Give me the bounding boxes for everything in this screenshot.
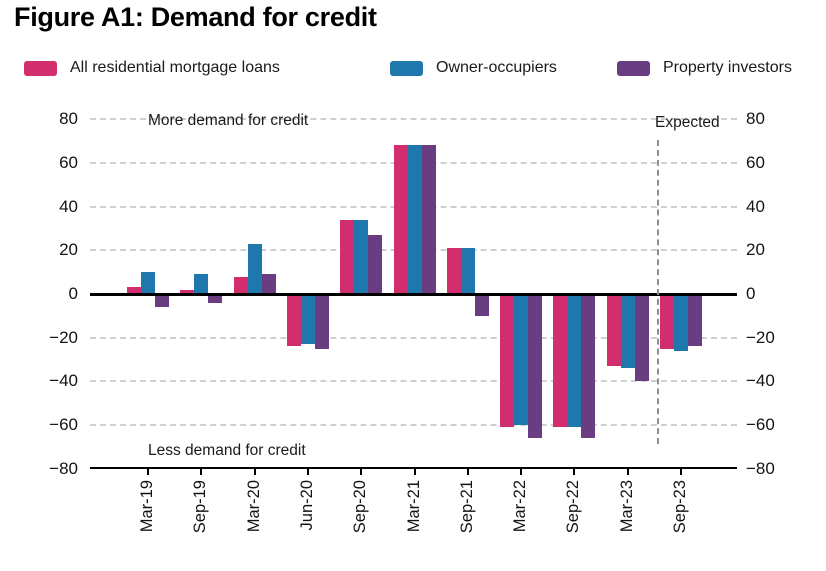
y-axis-label-right--60: −60 — [746, 415, 775, 435]
bar-mar-23-all-residential-mortgage-loans — [606, 294, 621, 367]
x-tick-sep-23 — [680, 469, 682, 475]
x-tick-jun-20 — [306, 469, 309, 475]
bar-sep-21-owner-occupiers — [460, 248, 475, 294]
bar-mar-20-property-investors — [261, 274, 276, 294]
bar-sep-19-all-residential-mortgage-loans — [180, 289, 195, 294]
legend-item-all-residential-mortgage-loans: All residential mortgage loans — [24, 59, 280, 77]
y-axis-label-left--40: −40 — [49, 371, 78, 391]
annotation-expected: Expected — [655, 114, 720, 131]
bar-mar-19-all-residential-mortgage-loans — [127, 287, 141, 294]
y-axis-label-right-80: 80 — [746, 109, 765, 129]
y-axis-label-right--80: −80 — [746, 458, 775, 478]
x-tick-sep-21 — [466, 469, 469, 475]
x-axis-label-sep-22: Sep-22 — [564, 480, 583, 534]
bar-mar-20-owner-occupiers — [247, 243, 262, 294]
zero-line — [90, 293, 737, 296]
x-axis-label-mar-21: Mar-21 — [404, 480, 423, 533]
expected-divider-line — [657, 140, 659, 444]
bar-mar-21-property-investors — [421, 145, 436, 294]
y-axis-label-right-60: 60 — [746, 152, 765, 172]
legend-swatch-all-residential-mortgage-loans — [24, 60, 57, 76]
x-axis-line — [90, 467, 737, 469]
x-axis-label-mar-20: Mar-20 — [244, 480, 263, 533]
x-tick-mar-22 — [520, 469, 523, 475]
x-axis-label-jun-20: Jun-20 — [297, 480, 316, 531]
legend-swatch-owner-occupiers — [390, 60, 423, 76]
bar-sep-22-property-investors — [581, 294, 596, 439]
bar-jun-20-owner-occupiers — [300, 294, 315, 345]
y-axis-label-right-0: 0 — [746, 284, 756, 303]
x-tick-mar-23 — [626, 469, 629, 475]
legend-label: Owner-occupiers — [436, 59, 557, 76]
bar-mar-22-all-residential-mortgage-loans — [500, 294, 515, 428]
x-tick-sep-22 — [573, 469, 576, 475]
gridline--40 — [90, 380, 737, 383]
y-axis-label-left--60: −60 — [49, 415, 78, 435]
bar-jun-20-property-investors — [314, 294, 329, 349]
x-axis-label-mar-19: Mar-19 — [138, 480, 156, 533]
bar-mar-23-property-investors — [634, 294, 649, 382]
y-axis-label-left-20: 20 — [59, 240, 78, 260]
y-axis-label-left-80: 80 — [59, 109, 78, 129]
y-axis-label-left-40: 40 — [59, 196, 78, 216]
y-axis-label-right--40: −40 — [746, 371, 775, 391]
x-tick-mar-21 — [413, 469, 416, 475]
bar-mar-22-property-investors — [528, 294, 543, 439]
y-axis-label-right--20: −20 — [746, 327, 775, 347]
bar-mar-19-property-investors — [155, 294, 169, 308]
figure-title: Figure A1: Demand for credit — [14, 2, 377, 32]
y-axis-label-left--80: −80 — [49, 458, 78, 478]
bar-sep-23-owner-occupiers — [674, 294, 688, 351]
bar-sep-20-owner-occupiers — [354, 219, 369, 294]
legend-label: All residential mortgage loans — [70, 59, 280, 76]
x-axis-label-sep-21: Sep-21 — [457, 480, 476, 534]
annotation-more-demand: More demand for credit — [148, 112, 309, 129]
legend-swatch-property-investors — [617, 60, 650, 76]
bar-sep-21-property-investors — [474, 294, 489, 316]
legend-item-owner-occupiers: Owner-occupiers — [390, 59, 557, 77]
bar-sep-20-all-residential-mortgage-loans — [340, 219, 355, 294]
x-tick-mar-20 — [253, 469, 256, 475]
gridline-80 — [90, 118, 737, 121]
x-tick-mar-19 — [147, 469, 149, 475]
annotation-less-demand: Less demand for credit — [148, 442, 306, 459]
bar-mar-21-all-residential-mortgage-loans — [393, 145, 408, 294]
bar-sep-19-property-investors — [208, 294, 223, 303]
bar-sep-20-property-investors — [368, 235, 383, 294]
gridline--60 — [90, 424, 737, 427]
legend-item-property-investors: Property investors — [617, 59, 792, 77]
x-axis-label-mar-23: Mar-23 — [617, 480, 636, 533]
bar-sep-21-all-residential-mortgage-loans — [446, 248, 461, 294]
bar-mar-20-all-residential-mortgage-loans — [233, 276, 248, 294]
bar-sep-22-all-residential-mortgage-loans — [553, 294, 568, 428]
bar-mar-23-owner-occupiers — [620, 294, 635, 369]
bar-jun-20-all-residential-mortgage-loans — [286, 294, 301, 347]
bar-sep-19-owner-occupiers — [194, 274, 209, 294]
legend-label: Property investors — [663, 59, 792, 76]
bar-mar-19-owner-occupiers — [141, 272, 155, 294]
bar-sep-22-owner-occupiers — [567, 294, 582, 428]
x-axis-label-sep-23: Sep-23 — [671, 480, 689, 534]
gridline--20 — [90, 336, 737, 339]
y-axis-label-left--20: −20 — [49, 327, 78, 347]
x-axis-label-sep-19: Sep-19 — [191, 480, 210, 534]
y-axis-label-left-60: 60 — [59, 152, 78, 172]
bar-mar-22-owner-occupiers — [514, 294, 529, 426]
y-axis-label-left-0: 0 — [68, 284, 78, 303]
bar-sep-23-all-residential-mortgage-loans — [660, 294, 674, 349]
x-tick-sep-20 — [360, 469, 363, 475]
x-axis-label-sep-20: Sep-20 — [351, 480, 370, 534]
x-tick-sep-19 — [200, 469, 203, 475]
x-axis-label-mar-22: Mar-22 — [511, 480, 530, 533]
bar-mar-21-owner-occupiers — [407, 145, 422, 294]
bar-sep-23-property-investors — [688, 294, 702, 347]
y-axis-label-right-20: 20 — [746, 240, 765, 260]
y-axis-label-right-40: 40 — [746, 196, 765, 216]
